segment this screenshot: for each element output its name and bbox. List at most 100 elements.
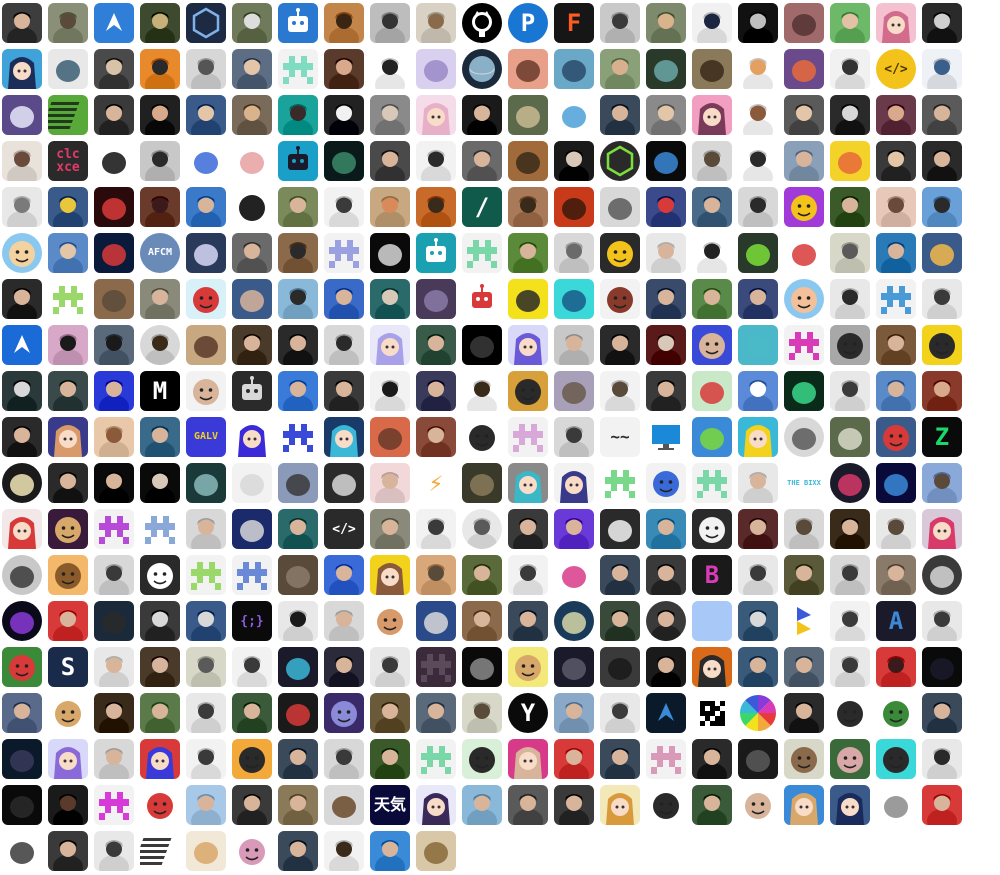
contributor-avatar[interactable] [646, 693, 686, 733]
contributor-avatar[interactable] [830, 325, 870, 365]
contributor-avatar[interactable] [232, 555, 272, 595]
contributor-avatar[interactable] [830, 509, 870, 549]
contributor-avatar[interactable] [416, 647, 456, 687]
contributor-avatar[interactable] [48, 555, 88, 595]
contributor-avatar[interactable]: </> [876, 49, 916, 89]
contributor-avatar[interactable] [370, 601, 410, 641]
contributor-avatar[interactable] [2, 601, 42, 641]
contributor-avatar[interactable] [2, 463, 42, 503]
contributor-avatar[interactable] [692, 647, 732, 687]
contributor-avatar[interactable] [232, 739, 272, 779]
contributor-avatar[interactable] [692, 141, 732, 181]
contributor-avatar[interactable] [646, 509, 686, 549]
contributor-avatar[interactable] [416, 739, 456, 779]
contributor-avatar[interactable] [94, 279, 134, 319]
contributor-avatar[interactable] [186, 555, 226, 595]
contributor-avatar[interactable] [94, 95, 134, 135]
contributor-avatar[interactable] [462, 693, 502, 733]
contributor-avatar[interactable] [922, 3, 962, 43]
contributor-avatar[interactable] [646, 647, 686, 687]
contributor-avatar[interactable] [416, 509, 456, 549]
contributor-avatar[interactable] [922, 279, 962, 319]
contributor-avatar[interactable] [692, 693, 732, 733]
contributor-avatar[interactable] [94, 141, 134, 181]
contributor-avatar[interactable] [462, 785, 502, 825]
contributor-avatar[interactable] [554, 463, 594, 503]
contributor-avatar[interactable] [830, 555, 870, 595]
contributor-avatar[interactable] [554, 233, 594, 273]
contributor-avatar[interactable] [324, 49, 364, 89]
contributor-avatar[interactable] [508, 509, 548, 549]
contributor-avatar[interactable] [278, 509, 318, 549]
contributor-avatar[interactable] [784, 49, 824, 89]
contributor-avatar[interactable] [186, 279, 226, 319]
contributor-avatar[interactable] [232, 141, 272, 181]
contributor-avatar[interactable] [94, 187, 134, 227]
contributor-avatar[interactable] [324, 233, 364, 273]
contributor-avatar[interactable] [94, 463, 134, 503]
contributor-avatar[interactable] [94, 739, 134, 779]
contributor-avatar[interactable] [784, 555, 824, 595]
contributor-avatar[interactable] [324, 739, 364, 779]
contributor-avatar[interactable] [922, 95, 962, 135]
contributor-avatar[interactable]: F [554, 3, 594, 43]
contributor-avatar[interactable] [830, 785, 870, 825]
contributor-avatar[interactable] [692, 279, 732, 319]
contributor-avatar[interactable]: / [462, 187, 502, 227]
contributor-avatar[interactable] [508, 371, 548, 411]
contributor-avatar[interactable] [232, 325, 272, 365]
contributor-avatar[interactable] [876, 187, 916, 227]
contributor-avatar[interactable] [278, 647, 318, 687]
contributor-avatar[interactable] [48, 509, 88, 549]
contributor-avatar[interactable] [186, 325, 226, 365]
contributor-avatar[interactable] [784, 279, 824, 319]
contributor-avatar[interactable] [784, 785, 824, 825]
contributor-avatar[interactable] [94, 693, 134, 733]
contributor-avatar[interactable] [370, 417, 410, 457]
contributor-avatar[interactable] [554, 95, 594, 135]
contributor-avatar[interactable] [186, 371, 226, 411]
contributor-avatar[interactable] [2, 325, 42, 365]
contributor-avatar[interactable] [416, 785, 456, 825]
contributor-avatar[interactable] [48, 95, 88, 135]
contributor-avatar[interactable] [232, 693, 272, 733]
contributor-avatar[interactable] [416, 187, 456, 227]
contributor-avatar[interactable] [416, 693, 456, 733]
contributor-avatar[interactable] [876, 463, 916, 503]
contributor-avatar[interactable] [692, 95, 732, 135]
contributor-avatar[interactable] [2, 831, 42, 871]
contributor-avatar[interactable] [416, 325, 456, 365]
contributor-avatar[interactable] [94, 3, 134, 43]
contributor-avatar[interactable] [554, 739, 594, 779]
contributor-avatar[interactable] [646, 371, 686, 411]
contributor-avatar[interactable] [508, 233, 548, 273]
contributor-avatar[interactable] [278, 739, 318, 779]
contributor-avatar[interactable] [140, 141, 180, 181]
contributor-avatar[interactable] [324, 693, 364, 733]
contributor-avatar[interactable] [508, 279, 548, 319]
contributor-avatar[interactable] [324, 785, 364, 825]
contributor-avatar[interactable] [94, 647, 134, 687]
contributor-avatar[interactable] [646, 463, 686, 503]
contributor-avatar[interactable] [278, 371, 318, 411]
contributor-avatar[interactable] [600, 3, 640, 43]
contributor-avatar[interactable] [48, 279, 88, 319]
contributor-avatar[interactable] [94, 417, 134, 457]
contributor-avatar[interactable] [784, 371, 824, 411]
contributor-avatar[interactable] [416, 233, 456, 273]
contributor-avatar[interactable] [922, 555, 962, 595]
contributor-avatar[interactable] [278, 693, 318, 733]
contributor-avatar[interactable] [462, 371, 502, 411]
contributor-avatar[interactable] [646, 555, 686, 595]
contributor-avatar[interactable] [600, 233, 640, 273]
contributor-avatar[interactable] [370, 463, 410, 503]
contributor-avatar[interactable] [140, 509, 180, 549]
contributor-avatar[interactable] [416, 831, 456, 871]
contributor-avatar[interactable] [508, 417, 548, 457]
contributor-avatar[interactable] [922, 509, 962, 549]
contributor-avatar[interactable] [554, 279, 594, 319]
contributor-avatar[interactable] [646, 233, 686, 273]
contributor-avatar[interactable] [416, 279, 456, 319]
contributor-avatar[interactable] [692, 371, 732, 411]
contributor-avatar[interactable] [600, 601, 640, 641]
